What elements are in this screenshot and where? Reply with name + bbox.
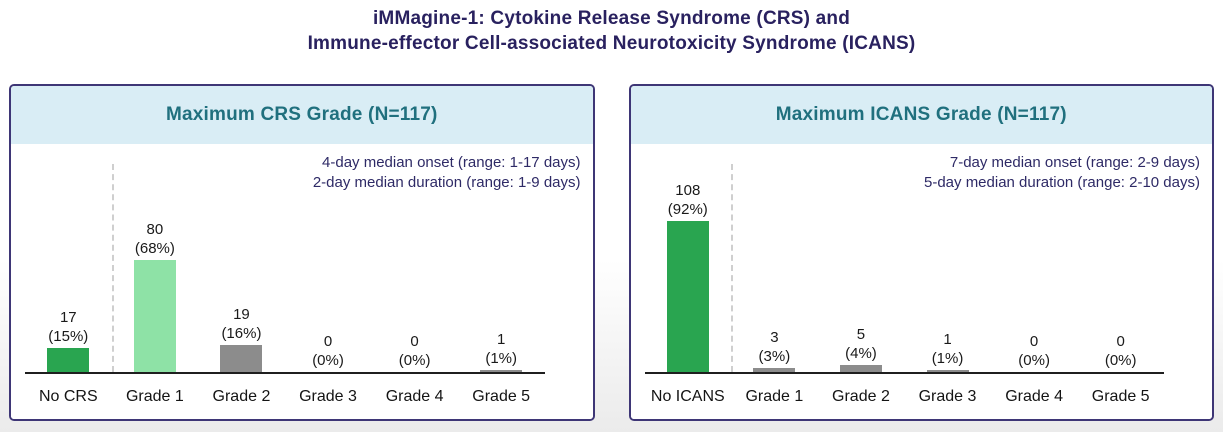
icans-panel: Maximum ICANS Grade (N=117) 7-day median…: [628, 84, 1214, 421]
category-label: Grade 3: [299, 388, 357, 405]
bar-value-count: 3: [770, 328, 779, 346]
icans-category-axis: No ICANS Grade 1 Grade 2 Grade 3 Grade 4 Grad…: [645, 386, 1165, 408]
crs-panel: Maximum CRS Grade (N=117) 4-day median o…: [9, 84, 595, 421]
bar-column: 1 (1%): [904, 144, 991, 372]
bar-value-label: 1 (1%): [932, 330, 964, 368]
bar: [47, 348, 90, 372]
bar-value-percent: (15%): [48, 328, 89, 346]
bar: [753, 367, 796, 372]
icans-chart-body: 7-day median onset (range: 2-9 days) 5-d…: [630, 144, 1212, 419]
report-title: iMMagine-1: Cytokine Release Syndrome (C…: [0, 0, 1223, 56]
category-label: Grade 1: [125, 388, 184, 405]
category-label: No CRS: [38, 388, 98, 405]
category-label: Grade 5: [472, 388, 531, 405]
crs-annotation-onset: 4-day median onset (range: 1-17 days): [322, 154, 581, 171]
bar-column: 0 (0%): [991, 144, 1078, 372]
icans-annotation-duration: 5-day median duration (range: 2-10 days): [924, 174, 1200, 191]
category-label: Grade 4: [385, 388, 444, 405]
bar-value-percent: (92%): [667, 200, 708, 218]
icans-panel-title: Maximum ICANS Grade (N=117): [630, 86, 1212, 144]
icans-plot: 108 (92%) 3 (3%) 5 (4%) 1 (1%) 0 (0%) 0 (0%): [644, 144, 1164, 374]
category-label: Grade 4: [1005, 388, 1063, 405]
bar-column: 3 (3%): [731, 144, 818, 372]
bar-column: 0 (0%): [285, 144, 372, 372]
crs-annotation-duration: 2-day median duration (range: 1-9 days): [312, 174, 581, 191]
bar-value-count: 0: [410, 333, 419, 350]
crs-panel-title: Maximum CRS Grade (N=117): [11, 86, 593, 144]
bar: [220, 345, 263, 372]
bar-column: 80 (68%): [112, 144, 199, 372]
bar-value-label: 3 (3%): [759, 328, 791, 366]
bar-value-percent: (0%): [398, 352, 431, 369]
bar-value-label: 5 (4%): [845, 325, 877, 363]
bar-value-percent: (0%): [1018, 352, 1050, 369]
bar-value-count: 0: [323, 333, 333, 350]
bar: [133, 260, 176, 372]
bar-value-label: 0 (0%): [399, 332, 431, 370]
bar-column: 17 (15%): [25, 144, 112, 372]
bar-value-percent: (1%): [931, 350, 964, 367]
icans-annotation: 7-day median onset (range: 2-9 days) 5-d…: [924, 153, 1200, 193]
category-label: No ICANS: [650, 388, 725, 405]
category-label: Grade 5: [1091, 388, 1150, 405]
bar-column: 1 (1%): [458, 144, 545, 372]
icans-dashed-separator: [731, 164, 734, 372]
bar: [839, 365, 882, 372]
bar-value-label: 80 (68%): [135, 220, 175, 258]
bar-column: 0 (0%): [371, 144, 458, 372]
bar-value-label: 108 (92%): [668, 181, 708, 219]
bar-value-label: 0 (0%): [1018, 332, 1050, 370]
bar-value-count: 17: [59, 309, 77, 327]
bar-value-count: 0: [1116, 333, 1125, 350]
bar-value-count: 108: [675, 181, 701, 199]
bar-column: 19 (16%): [198, 144, 285, 372]
bar-value-label: 0 (0%): [312, 332, 344, 370]
category-label: Grade 1: [745, 388, 804, 405]
bar-value-count: 0: [1029, 333, 1039, 350]
bar-value-label: 0 (0%): [1105, 332, 1137, 370]
bar-value-percent: (68%): [134, 240, 175, 257]
bar-value-count: 1: [943, 331, 952, 348]
bar: [666, 220, 709, 372]
bar-value-count: 1: [497, 331, 506, 348]
crs-plot: 17 (15%) 80 (68%) 19 (16%) 0 (0%) 0 (0%) 1 (1%): [25, 144, 545, 374]
category-label: Grade 2: [832, 388, 890, 405]
icans-annotation-onset: 7-day median onset (range: 2-9 days): [949, 154, 1200, 171]
bar-value-count: 5: [856, 326, 866, 343]
bar-column: 5 (4%): [818, 144, 905, 372]
bar-value-percent: (1%): [485, 350, 518, 367]
bar: [480, 370, 523, 372]
bar-value-percent: (0%): [1104, 352, 1137, 369]
bar-value-label: 17 (15%): [48, 308, 88, 346]
bar-value-percent: (3%): [758, 347, 791, 365]
bar: [926, 370, 969, 372]
bar-value-percent: (16%): [221, 325, 262, 343]
bar-value-label: 19 (16%): [221, 305, 261, 343]
bar-value-label: 1 (1%): [485, 330, 517, 368]
bar-value-percent: (4%): [845, 345, 877, 362]
category-label: Grade 2: [212, 388, 271, 405]
bar-value-percent: (0%): [312, 352, 344, 369]
report-title-line1: iMMagine-1: Cytokine Release Syndrome (C…: [372, 8, 851, 29]
crs-dashed-separator: [111, 164, 114, 372]
crs-chart-body: 4-day median onset (range: 1-17 days) 2-…: [11, 144, 593, 419]
report-title-line2: Immune-effector Cell-associated Neurotox…: [307, 33, 916, 54]
crs-category-axis: No CRS Grade 1 Grade 2 Grade 3 Grade 4 Grade …: [25, 386, 545, 408]
bar-column: 0 (0%): [1077, 144, 1164, 372]
bar-value-count: 80: [146, 221, 164, 238]
bar-value-count: 19: [233, 306, 250, 324]
crs-annotation: 4-day median onset (range: 1-17 days) 2-…: [313, 153, 581, 193]
category-label: Grade 3: [918, 388, 977, 405]
panels-row: Maximum CRS Grade (N=117) 4-day median o…: [0, 84, 1223, 421]
bar-column: 108 (92%): [645, 144, 732, 372]
